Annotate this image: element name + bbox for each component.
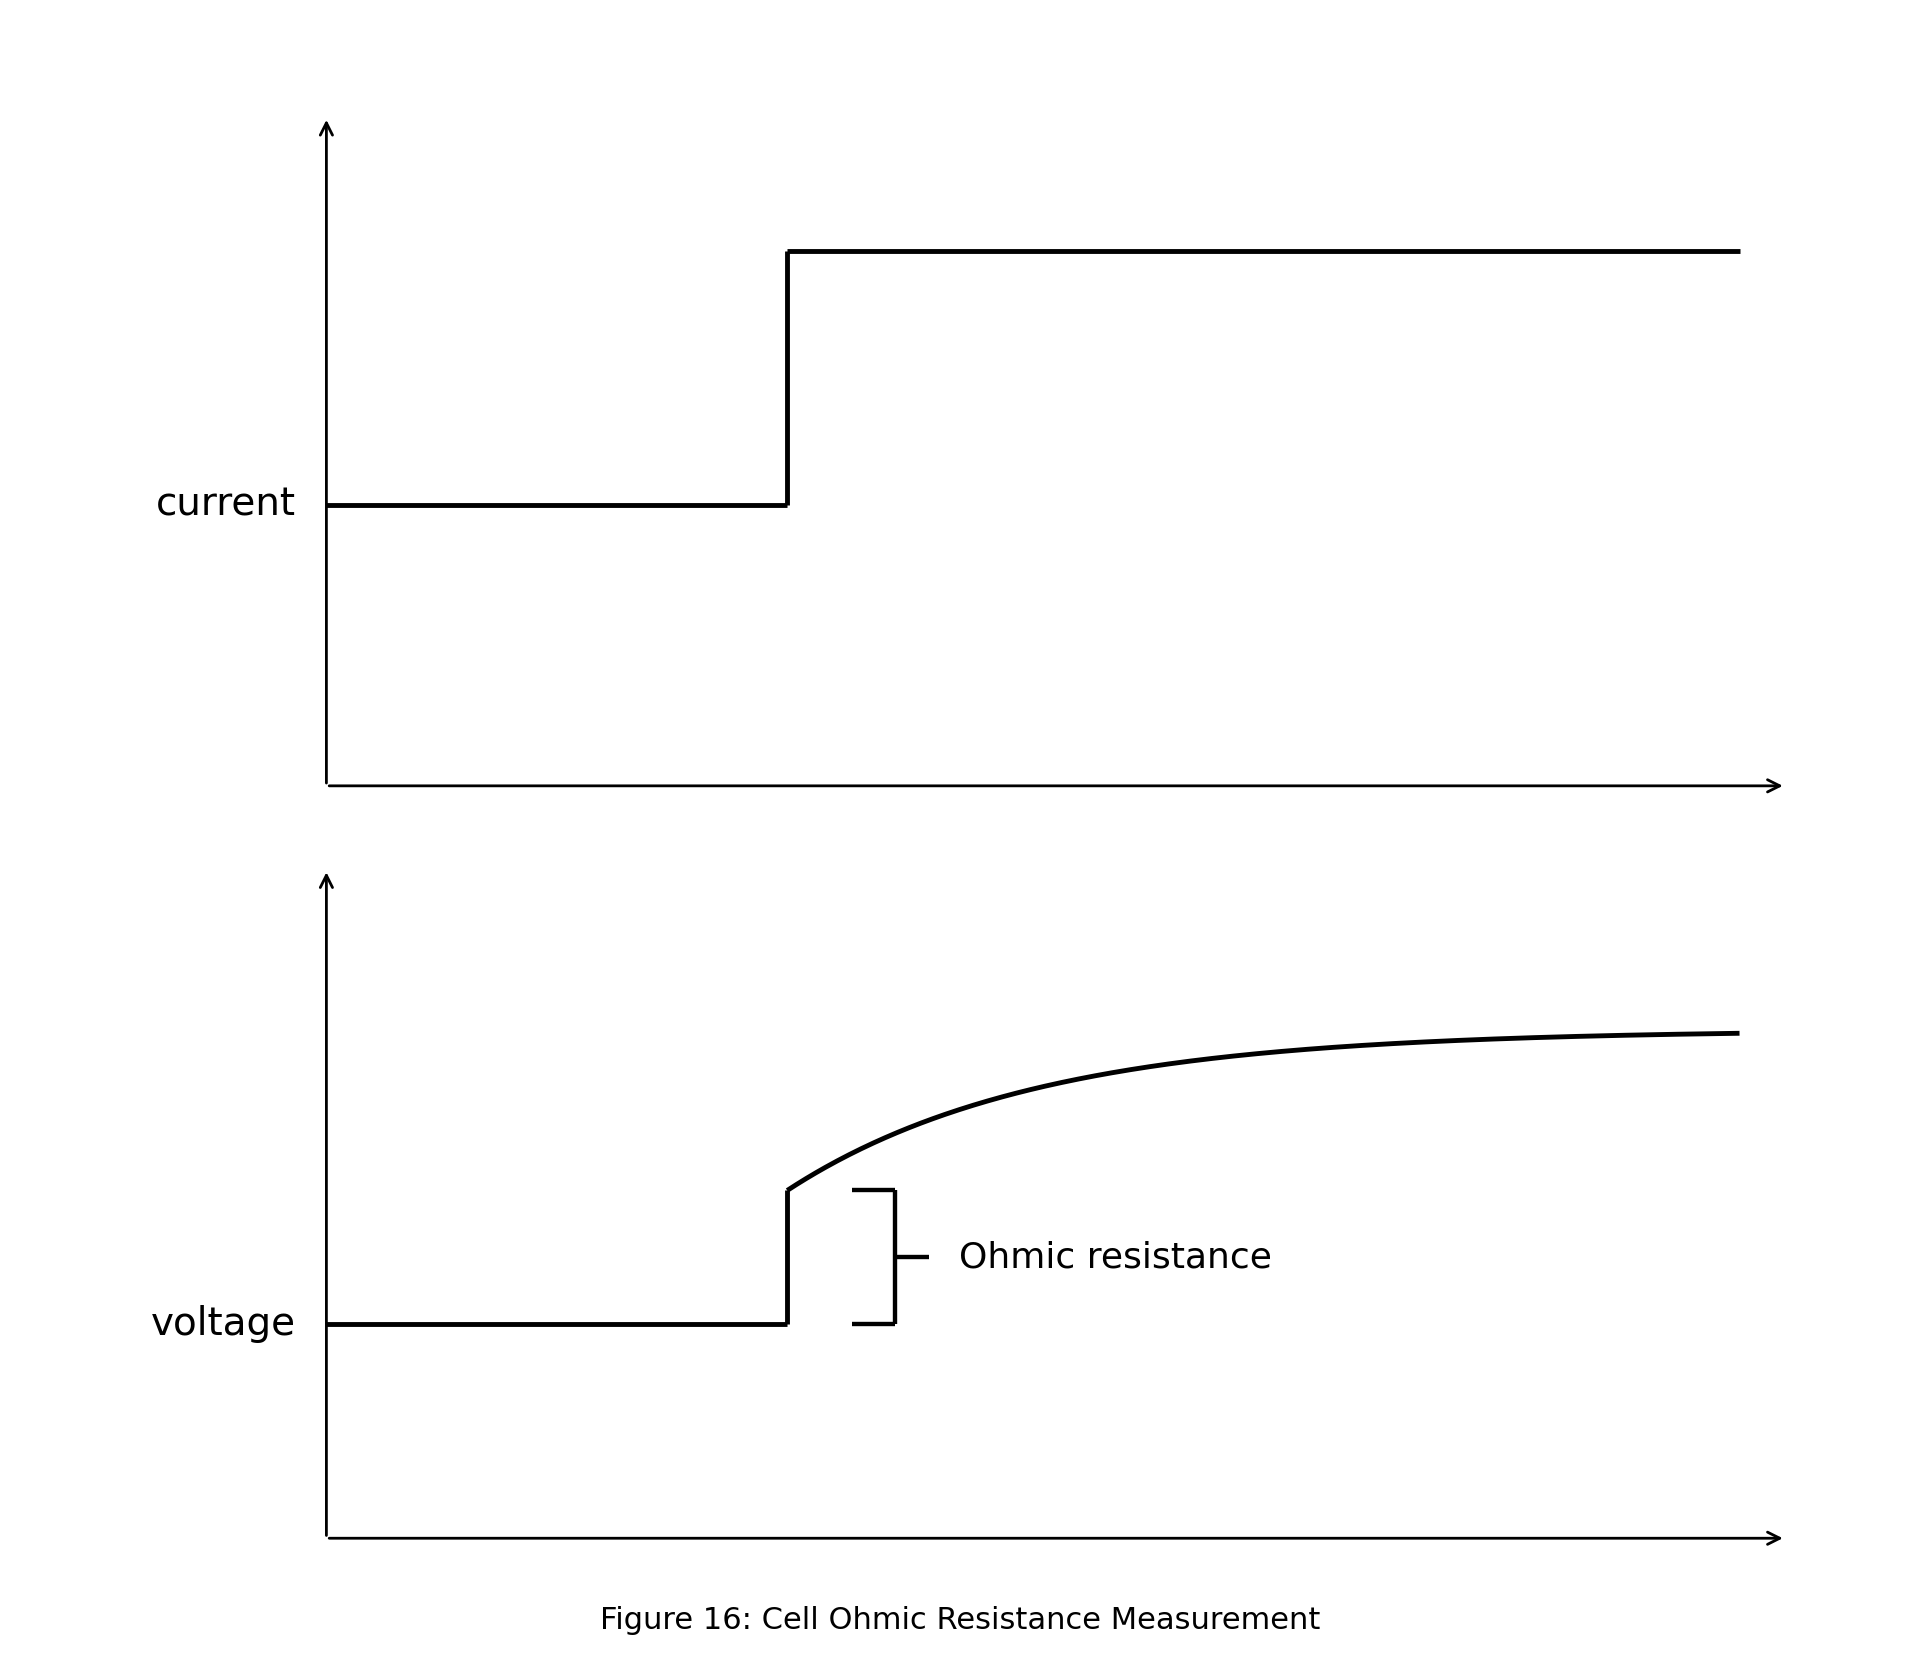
Text: Figure 16: Cell Ohmic Resistance Measurement: Figure 16: Cell Ohmic Resistance Measure… — [599, 1607, 1321, 1635]
Text: current: current — [156, 487, 296, 523]
Text: Ohmic resistance: Ohmic resistance — [960, 1241, 1273, 1274]
Text: voltage: voltage — [150, 1306, 296, 1343]
